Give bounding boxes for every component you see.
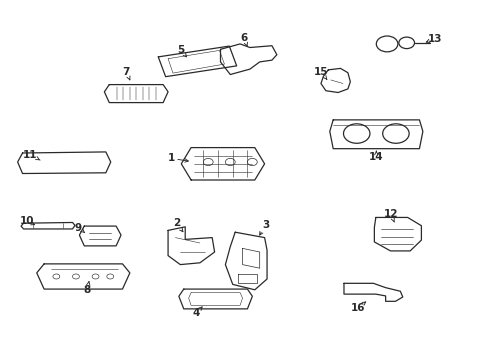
Text: 4: 4 — [192, 307, 202, 318]
Text: 14: 14 — [369, 151, 384, 162]
Text: 6: 6 — [241, 33, 247, 46]
Text: 15: 15 — [314, 67, 328, 79]
Text: 10: 10 — [20, 216, 34, 226]
Text: 13: 13 — [426, 34, 442, 44]
Text: 16: 16 — [350, 302, 366, 313]
Text: 7: 7 — [122, 67, 130, 80]
Text: 3: 3 — [260, 220, 269, 235]
Text: 1: 1 — [168, 153, 188, 163]
Text: 9: 9 — [75, 222, 84, 233]
Text: 12: 12 — [384, 209, 398, 222]
Text: 5: 5 — [177, 45, 187, 57]
Text: 11: 11 — [23, 150, 40, 160]
Text: 2: 2 — [173, 218, 183, 232]
Text: 8: 8 — [84, 282, 91, 295]
